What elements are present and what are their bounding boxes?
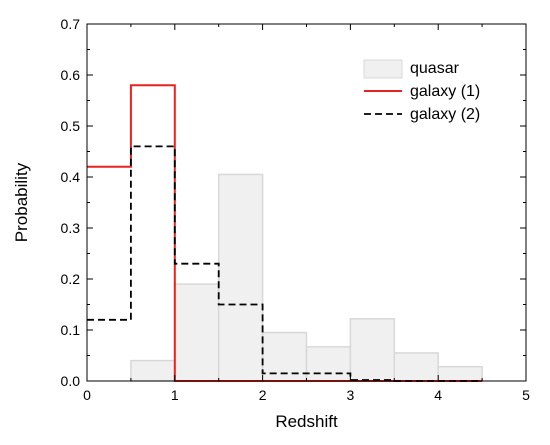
quasar-bar <box>130 359 176 382</box>
legend-swatch-quasar <box>363 59 403 79</box>
y-tick-label: 0.7 <box>61 16 81 32</box>
x-tick-label: 2 <box>259 387 267 403</box>
y-tick-label: 0.5 <box>61 118 81 134</box>
x-axis-label: Redshift <box>275 412 338 431</box>
quasar-bar <box>393 352 439 382</box>
x-tick-label: 1 <box>171 387 179 403</box>
legend: quasar galaxy (1) galaxy (2) <box>363 59 480 123</box>
y-tick-label: 0.0 <box>61 373 81 389</box>
quasar-bar <box>437 365 483 382</box>
quasar-bar <box>217 173 264 382</box>
x-tick-label: 5 <box>522 387 530 403</box>
x-tick-label: 3 <box>347 387 355 403</box>
axis-ticks: 0 1 2 3 4 5 0.0 0.1 0.2 0.3 0.4 0.5 0.6 0.7 <box>61 16 531 403</box>
y-tick-label: 0.2 <box>61 271 81 287</box>
y-axis-label: Probability <box>12 162 31 242</box>
y-tick-label: 0.4 <box>61 169 81 185</box>
quasar-bar <box>305 346 352 382</box>
plot-frame <box>86 23 527 382</box>
legend-label-galaxy-1: galaxy (1) <box>410 83 480 100</box>
x-tick-label: 0 <box>83 387 91 403</box>
x-tick-label: 4 <box>434 387 442 403</box>
y-tick-label: 0.1 <box>61 322 81 338</box>
quasar-bar <box>349 318 396 382</box>
quasar-bar <box>174 283 220 382</box>
quasar-bars <box>130 173 483 382</box>
legend-label-galaxy-2: galaxy (2) <box>410 106 480 123</box>
y-tick-label: 0.6 <box>61 67 81 83</box>
y-tick-label: 0.3 <box>61 220 81 236</box>
legend-label-quasar: quasar <box>410 60 460 77</box>
